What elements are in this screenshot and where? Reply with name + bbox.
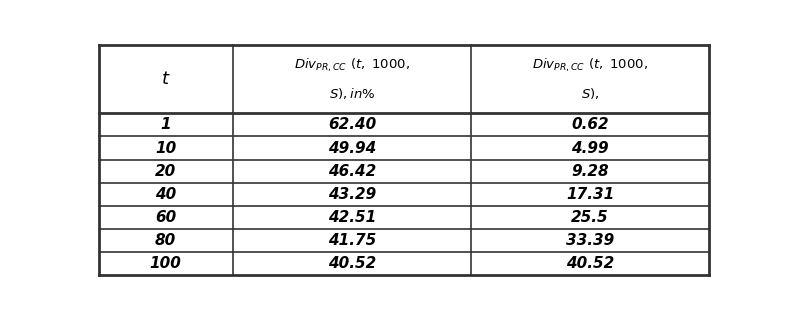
Text: $\mathit{S), in \%}$: $\mathit{S), in \%}$ xyxy=(329,86,375,101)
Text: 41.75: 41.75 xyxy=(328,233,376,248)
Text: 40.52: 40.52 xyxy=(328,256,376,271)
Text: 1: 1 xyxy=(161,118,171,132)
Text: 62.40: 62.40 xyxy=(328,118,376,132)
Text: $\mathit{S),}$: $\mathit{S),}$ xyxy=(581,86,600,101)
Text: $\mathit{t}$: $\mathit{t}$ xyxy=(161,70,170,88)
Text: 40: 40 xyxy=(155,187,177,202)
Text: 33.39: 33.39 xyxy=(566,233,614,248)
Text: 4.99: 4.99 xyxy=(571,141,609,155)
Text: 42.51: 42.51 xyxy=(328,210,376,225)
Text: $\mathit{Div}_{\mathit{PR,CC}}$ $\mathit{(t,\ 1000,}$: $\mathit{Div}_{\mathit{PR,CC}}$ $\mathit… xyxy=(294,56,410,74)
Text: 0.62: 0.62 xyxy=(571,118,609,132)
Text: 10: 10 xyxy=(155,141,177,155)
Text: $\mathit{Div}_{\mathit{PR,CC}}$ $\mathit{(t,\ 1000,}$: $\mathit{Div}_{\mathit{PR,CC}}$ $\mathit… xyxy=(532,56,649,74)
Text: 80: 80 xyxy=(155,233,177,248)
Text: 43.29: 43.29 xyxy=(328,187,376,202)
Text: 9.28: 9.28 xyxy=(571,164,609,179)
Text: 25.5: 25.5 xyxy=(571,210,609,225)
Text: 20: 20 xyxy=(155,164,177,179)
Text: 49.94: 49.94 xyxy=(328,141,376,155)
Text: 17.31: 17.31 xyxy=(566,187,614,202)
Text: 40.52: 40.52 xyxy=(566,256,614,271)
Text: 60: 60 xyxy=(155,210,177,225)
Text: 46.42: 46.42 xyxy=(328,164,376,179)
Text: 100: 100 xyxy=(150,256,181,271)
